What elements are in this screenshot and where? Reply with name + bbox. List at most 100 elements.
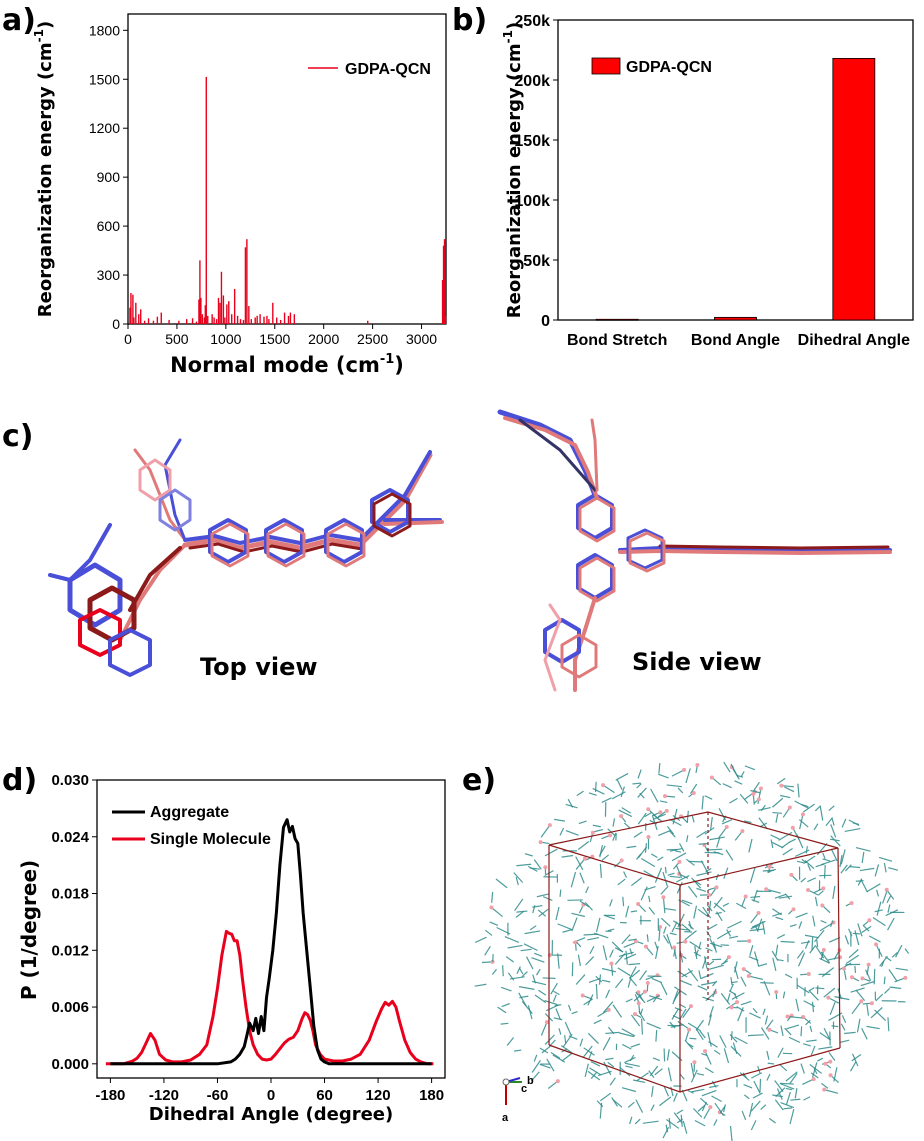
atom-bond xyxy=(734,1036,748,1045)
atom-bond xyxy=(743,1084,753,1089)
atom-bond xyxy=(709,1084,719,1089)
atom-bond xyxy=(725,849,734,861)
atom xyxy=(849,901,854,906)
atom xyxy=(683,939,688,944)
chart-b-bar xyxy=(714,316,757,321)
atom-bond xyxy=(852,932,861,935)
atom-bond xyxy=(571,912,586,918)
atom-bond xyxy=(865,969,872,981)
chart-d-ylabel: P (1/degree) xyxy=(17,860,41,1000)
atom xyxy=(606,1007,611,1012)
atom-bond xyxy=(766,1073,771,1081)
atom-bond xyxy=(640,886,648,901)
atom-bond xyxy=(777,1047,784,1058)
atom-bond xyxy=(839,854,843,868)
atom-bond xyxy=(637,769,642,779)
atom-bond xyxy=(675,927,690,931)
chart-b-ytick-label: 250k xyxy=(514,13,550,30)
atom-bond xyxy=(800,1063,805,1074)
md-simulation-box: b c a xyxy=(474,761,910,1141)
atom-bond xyxy=(621,1087,636,1093)
atom-bond xyxy=(657,856,664,861)
chart-d-ytick-label: 0.000 xyxy=(51,1056,89,1073)
atom-bond xyxy=(861,925,872,933)
atom-bond xyxy=(675,865,683,879)
atom xyxy=(828,1059,833,1064)
atom-bond xyxy=(663,1085,670,1097)
atom-bond xyxy=(768,1117,776,1124)
atom-bond xyxy=(820,951,831,964)
atom-bond xyxy=(607,1061,615,1068)
atom-bond xyxy=(753,781,760,791)
atom-bond xyxy=(669,1021,676,1029)
atom-bond xyxy=(739,1072,750,1081)
atom-bond xyxy=(602,945,608,961)
atom xyxy=(664,808,669,813)
atom-bond xyxy=(588,1051,593,1059)
atom-bond xyxy=(780,940,795,943)
atom-bond xyxy=(659,800,668,804)
atom-bond xyxy=(736,902,747,910)
chart-a-ytick-label: 1500 xyxy=(89,71,120,87)
atom-bond xyxy=(583,998,593,1006)
atom-bond xyxy=(505,956,515,963)
atom-bond xyxy=(681,923,691,932)
atom-bond xyxy=(695,1028,704,1041)
chart-d-line-single xyxy=(105,929,434,1066)
atom-bond xyxy=(590,1060,601,1067)
atom-bond xyxy=(590,1071,598,1079)
atom-bond xyxy=(507,972,515,981)
atom-bond xyxy=(564,1021,572,1036)
atom-bond xyxy=(762,921,766,935)
atom-bond xyxy=(750,924,760,930)
atom-bond xyxy=(715,873,719,881)
atom-bond xyxy=(789,1108,795,1125)
atom-bond xyxy=(646,995,660,1003)
atom-bond xyxy=(659,1096,672,1107)
atom-bond xyxy=(622,896,625,907)
atom-bond xyxy=(722,783,732,789)
atom-bond xyxy=(632,782,641,785)
atom-bond xyxy=(748,838,753,853)
atom-bond xyxy=(588,792,597,796)
atom-bond xyxy=(728,935,739,939)
atom-bond xyxy=(610,963,614,976)
atom-bond xyxy=(796,984,810,994)
atom-bond xyxy=(650,788,659,803)
atom-bond xyxy=(708,1041,718,1048)
atom-bond xyxy=(780,794,791,799)
atom-bond xyxy=(752,1007,758,1014)
atom-bond xyxy=(904,948,910,954)
atom-bond xyxy=(805,1019,811,1026)
atom-bond xyxy=(737,1007,744,1022)
atom-bond xyxy=(626,845,637,849)
chart-a-ytick-label: 1200 xyxy=(89,120,120,136)
atom-bond xyxy=(644,811,653,818)
atom-bond xyxy=(848,949,859,959)
atom-bond xyxy=(857,878,863,886)
atom-bond xyxy=(730,977,733,986)
atom xyxy=(756,797,761,802)
atom xyxy=(601,783,606,788)
atom xyxy=(806,887,811,892)
atom-bond xyxy=(531,1060,541,1073)
atom-bond xyxy=(727,920,742,929)
atom-bond xyxy=(691,877,702,889)
atom-bond xyxy=(538,989,547,996)
atom-bond xyxy=(782,991,786,999)
atom-bond xyxy=(595,917,601,933)
atom-bond xyxy=(704,1050,712,1065)
atom-bond xyxy=(496,926,511,935)
panel-label-b: b) xyxy=(452,3,487,38)
atom-bond xyxy=(723,867,729,879)
atom-bond xyxy=(775,944,779,956)
panel-label-e: e) xyxy=(462,763,496,798)
atom-bond xyxy=(805,846,808,854)
atom-bond xyxy=(868,935,881,943)
atom xyxy=(790,825,795,830)
atom-bond xyxy=(534,994,547,1004)
atom-bond xyxy=(539,1047,549,1054)
atom-bond xyxy=(854,965,857,973)
atom xyxy=(785,1014,790,1019)
atom-bond xyxy=(557,923,572,930)
